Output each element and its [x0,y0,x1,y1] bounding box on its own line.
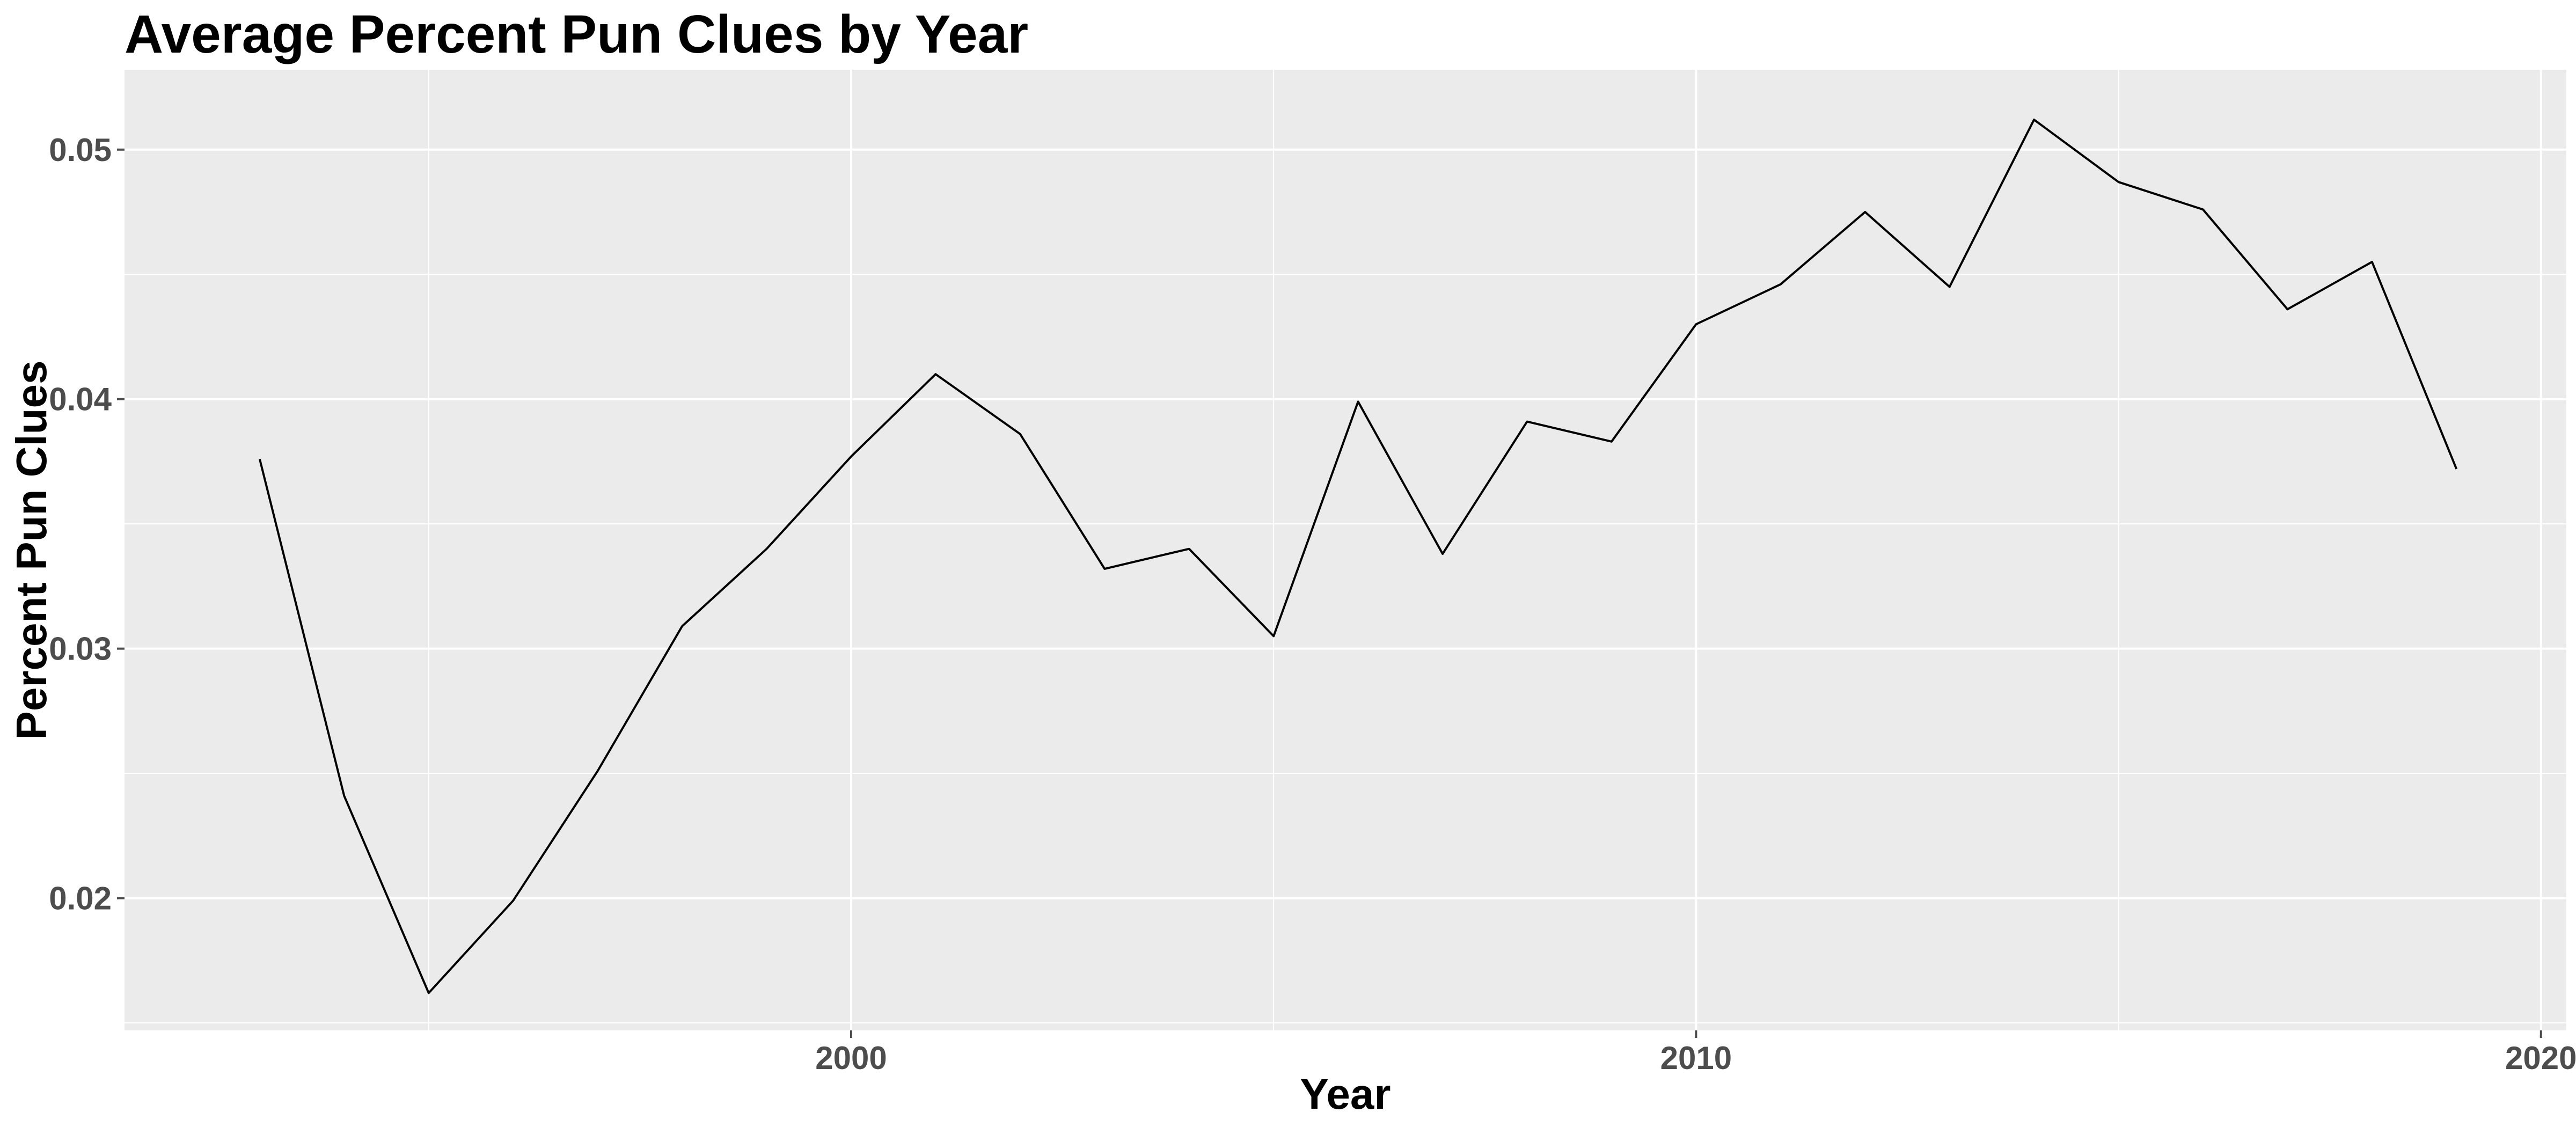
series-group [258,119,2458,994]
y-tick-label: 0.04 [49,382,112,418]
chart-title: Average Percent Pun Clues by Year [125,4,1028,64]
x-tick-label: 2010 [1660,1040,1732,1076]
y-tick-label: 0.03 [49,631,112,667]
plot-panel [125,70,2566,1030]
y-axis-title: Percent Pun Clues [8,361,55,740]
x-axis-title: Year [1300,1070,1391,1118]
axis-tick-labels: 2000 2010 2020 0.02 0.03 0.04 0.05 [49,132,2576,1076]
minor-gridlines [125,70,2566,1030]
axis-ticks [117,148,2542,1038]
major-gridlines [125,70,2566,1030]
x-tick-label: 2020 [2505,1040,2576,1076]
y-tick-label: 0.02 [49,881,112,917]
x-tick-label: 2000 [815,1040,887,1076]
y-tick-label: 0.05 [49,132,112,168]
series-line [258,119,2458,994]
